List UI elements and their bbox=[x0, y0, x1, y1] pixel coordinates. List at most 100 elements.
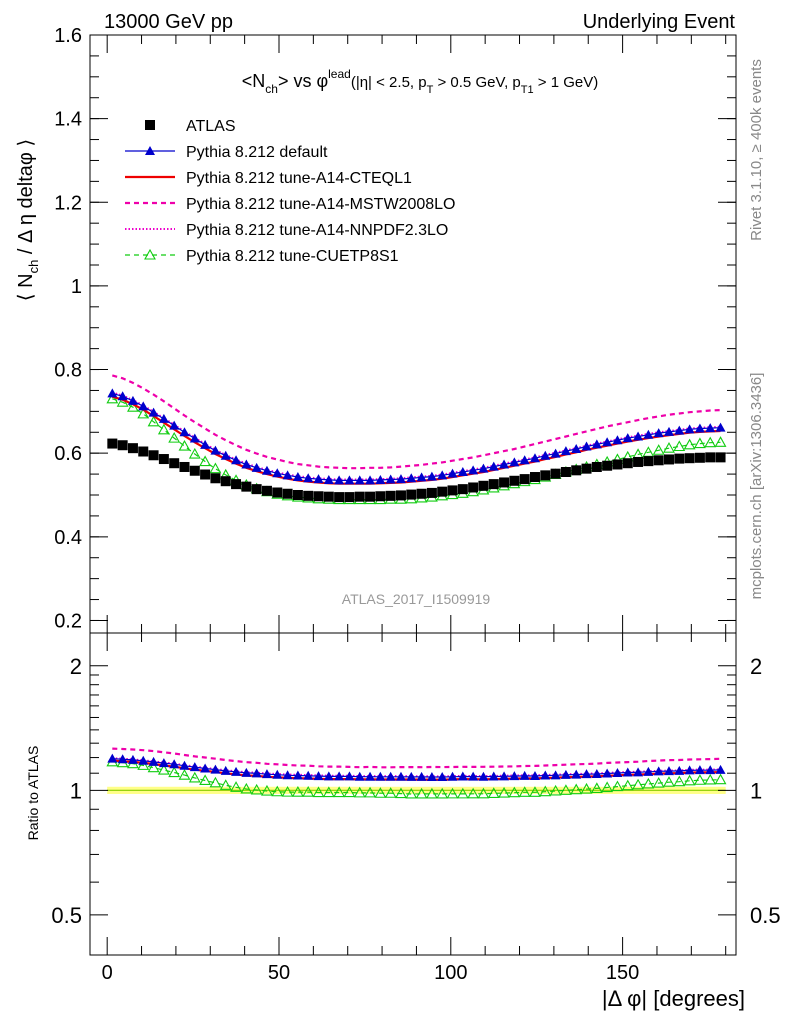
data-point bbox=[478, 480, 489, 491]
ratio-y-tick-label: 2 bbox=[70, 654, 82, 679]
data-point bbox=[210, 473, 221, 484]
cuetp-ratio-point bbox=[714, 773, 727, 785]
cuetp-ratio-point bbox=[405, 787, 418, 799]
default-point bbox=[251, 462, 262, 472]
default-ratio-point bbox=[261, 769, 272, 779]
default-ratio-point bbox=[179, 760, 190, 770]
default-point bbox=[158, 413, 169, 423]
y-tick-label: 1.4 bbox=[54, 109, 82, 131]
data-point bbox=[107, 438, 118, 449]
cuetp-ratio-point bbox=[240, 782, 253, 794]
y-tick-label: 0.8 bbox=[54, 360, 82, 382]
data-point bbox=[426, 487, 437, 498]
default-ratio-point bbox=[457, 771, 468, 781]
ratio-line-cuetp bbox=[112, 761, 721, 795]
default-point bbox=[127, 395, 138, 405]
data-point bbox=[117, 440, 128, 451]
title-phi-sup: lead bbox=[328, 67, 351, 81]
default-ratio-point bbox=[622, 767, 633, 777]
y-tick-label: 1.2 bbox=[54, 192, 82, 214]
cuetp-ratio-point bbox=[683, 774, 696, 786]
default-point bbox=[406, 473, 417, 483]
default-ratio-point bbox=[231, 766, 242, 776]
title-nch: <N bbox=[242, 71, 266, 91]
x-axis-label: |Δ φ| [degrees] bbox=[602, 986, 745, 1011]
cuetp-ratio-point bbox=[230, 781, 242, 792]
default-point bbox=[138, 401, 149, 411]
cuetp-ratio-point bbox=[673, 775, 686, 787]
data-point bbox=[179, 461, 190, 472]
title-cuts-b: > 0.5 GeV, p bbox=[433, 74, 520, 91]
data-point bbox=[365, 491, 376, 502]
cuetp-ratio-point bbox=[693, 774, 706, 785]
title-cuts-a-sub: T bbox=[427, 84, 434, 96]
y-tick-label: 0.2 bbox=[54, 610, 82, 632]
default-ratio-point bbox=[674, 765, 685, 775]
default-ratio-point bbox=[354, 771, 365, 781]
default-point bbox=[684, 424, 695, 434]
cuetp-point bbox=[188, 447, 201, 459]
default-point bbox=[344, 475, 355, 485]
cuetp-ratio-point bbox=[168, 766, 181, 778]
cuetp-ratio-point bbox=[199, 774, 212, 786]
legend-label-cteql1: Pythia 8.212 tune-A14-CTEQL1 bbox=[186, 170, 412, 187]
data-point bbox=[540, 470, 551, 481]
title-cuts-b-sub: T1 bbox=[521, 84, 534, 96]
cuetp-point bbox=[168, 431, 181, 443]
data-point bbox=[488, 479, 499, 490]
x-tick-label: 100 bbox=[434, 962, 467, 984]
data-point bbox=[581, 463, 592, 474]
cuetp-ratio-point bbox=[261, 784, 273, 796]
default-ratio-point bbox=[602, 768, 613, 778]
cuetp-ratio-point bbox=[374, 787, 387, 798]
plot-title: <Nch> vs φlead(|η| < 2.5, pT > 0.5 GeV, … bbox=[242, 67, 598, 96]
default-point bbox=[499, 459, 510, 469]
default-ratio-point bbox=[571, 769, 582, 779]
cuetp-ratio-point bbox=[487, 787, 500, 798]
default-ratio-point bbox=[303, 770, 314, 780]
cuetp-ratio-point bbox=[188, 771, 201, 783]
default-point bbox=[334, 475, 345, 485]
cuetp-ratio-point bbox=[281, 785, 294, 797]
default-point bbox=[261, 465, 272, 475]
data-point bbox=[499, 477, 510, 488]
ratio-line-mstw bbox=[112, 747, 721, 769]
data-point bbox=[148, 450, 159, 461]
ratio-plot-frame bbox=[89, 632, 737, 956]
cuetp-ratio-point bbox=[322, 786, 335, 798]
default-point bbox=[560, 446, 571, 456]
cuetp-point bbox=[209, 462, 222, 474]
default-point bbox=[354, 475, 365, 485]
default-point bbox=[313, 474, 324, 484]
default-point bbox=[705, 423, 716, 433]
data-point bbox=[303, 490, 314, 501]
cuetp-ratio-point bbox=[663, 776, 675, 787]
default-point bbox=[117, 391, 128, 401]
title-cuts-a: (|η| < 2.5, p bbox=[351, 74, 427, 91]
cuetp-point bbox=[714, 436, 727, 447]
default-ratio-point bbox=[550, 770, 561, 780]
cuetp-point bbox=[693, 437, 706, 449]
data-point bbox=[694, 452, 705, 463]
default-point bbox=[375, 474, 386, 484]
default-point bbox=[437, 470, 448, 480]
default-point bbox=[220, 450, 231, 460]
cuetp-ratio-point bbox=[209, 776, 222, 788]
cuetp-ratio-point bbox=[704, 773, 717, 785]
default-ratio-point bbox=[241, 767, 252, 777]
default-ratio-point bbox=[127, 754, 138, 764]
legend-label-data: ATLAS bbox=[186, 118, 236, 135]
data-point bbox=[663, 454, 674, 465]
title-vs: > vs bbox=[278, 71, 317, 91]
default-ratio-point bbox=[158, 758, 169, 768]
default-point bbox=[529, 453, 540, 463]
data-point bbox=[138, 446, 149, 457]
default-ratio-point bbox=[292, 770, 303, 780]
default-ratio-point bbox=[365, 771, 376, 781]
default-ratio-point bbox=[313, 771, 324, 781]
default-ratio-point bbox=[591, 768, 602, 778]
cuetp-ratio-point bbox=[425, 787, 438, 799]
data-point bbox=[612, 459, 623, 470]
data-point bbox=[643, 456, 654, 467]
cuetp-ratio-point bbox=[436, 787, 449, 799]
